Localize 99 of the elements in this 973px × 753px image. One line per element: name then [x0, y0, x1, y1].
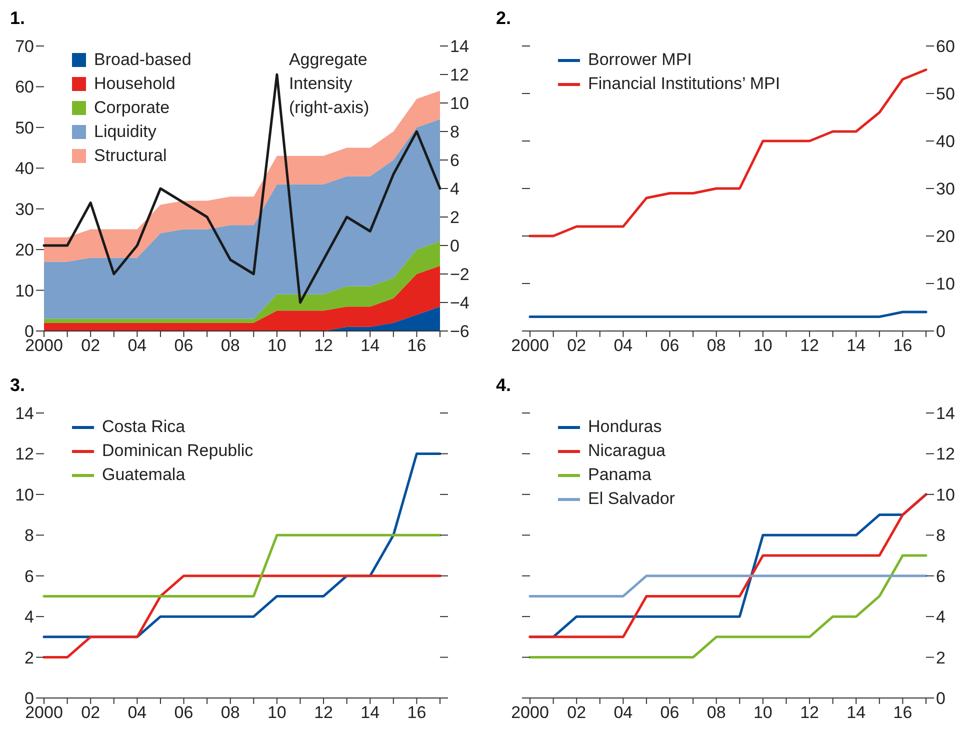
line-series [42, 574, 442, 659]
legend-label: Costa Rica [102, 416, 186, 438]
y2-tick-label: 10 [450, 94, 469, 114]
y2-tick-label: 6 [936, 566, 946, 586]
y2-tick-label: 30 [936, 180, 955, 199]
y2-tick-label: 8 [936, 526, 946, 546]
y-tick-label: 40 [15, 159, 34, 178]
legend-label: Liquidity [94, 121, 156, 143]
y-tick-label: 10 [15, 281, 34, 300]
y2-tick-label: 14 [936, 404, 955, 424]
x-tick-label: 06 [174, 703, 194, 722]
y-tick-label: 6 [24, 566, 34, 586]
y-tick-label: 8 [24, 526, 34, 546]
x-tick-label: 08 [706, 703, 726, 722]
x-tick-label: 06 [660, 703, 680, 722]
y-tick-label: 70 [15, 37, 34, 56]
legend-label: Nicaragua [588, 440, 666, 462]
x-tick-label: 14 [846, 703, 866, 722]
x-tick-label: 04 [614, 703, 633, 722]
y2-tick-label: 50 [936, 84, 955, 104]
y2-tick-label: 2 [936, 648, 946, 668]
chart-title: 4. [495, 375, 512, 397]
y-tick-label: 20 [15, 240, 34, 260]
legend-label: Financial Institutions’ MPI [588, 73, 780, 95]
x-tick-label: 08 [220, 703, 240, 722]
line-series [528, 554, 928, 659]
legend-label: Corporate [94, 97, 170, 119]
y2-tick-label: 0 [936, 689, 946, 708]
x-tick-label: 14 [360, 703, 380, 722]
x-tick-label: 12 [314, 336, 333, 356]
y2-tick-label: −6 [450, 322, 470, 342]
x-tick-label: 2000 [511, 336, 549, 356]
legend-label: Dominican Republic [102, 440, 254, 462]
legend-label: Borrower MPI [588, 49, 692, 71]
x-tick-label: 2000 [25, 703, 63, 722]
y2-tick-label: 4 [450, 180, 460, 199]
x-tick-label: 2000 [25, 336, 63, 356]
x-tick-label: 14 [846, 336, 866, 356]
y2-tick-label: 6 [450, 151, 460, 170]
x-tick-label: 08 [706, 336, 726, 356]
y2-tick-label: −2 [450, 265, 470, 284]
x-tick-label: 02 [81, 703, 100, 722]
x-tick-label: 04 [614, 336, 633, 356]
y2-tick-label: 0 [936, 322, 946, 342]
y2-tick-label: 2 [450, 208, 460, 228]
legend-label: Honduras [588, 416, 662, 438]
legend-label: Panama [588, 464, 652, 486]
x-tick-label: 10 [267, 336, 286, 356]
y-tick-label: 12 [15, 444, 34, 464]
y2-tick-label: 40 [936, 132, 955, 152]
x-tick-label: 16 [893, 336, 912, 356]
y2-tick-label: 8 [450, 122, 460, 142]
x-tick-label: 12 [800, 703, 819, 722]
x-tick-label: 16 [407, 703, 426, 722]
line-series [528, 68, 928, 238]
x-tick-label: 02 [567, 703, 586, 722]
x-tick-label: 02 [567, 336, 586, 356]
legend-label: Guatemala [102, 464, 186, 486]
x-tick-label: 08 [220, 336, 240, 356]
y-tick-label: 14 [15, 404, 34, 424]
x-tick-label: 10 [753, 703, 772, 722]
legend-label: Broad-based [94, 49, 192, 71]
x-tick-label: 06 [174, 336, 194, 356]
x-tick-label: 12 [314, 703, 333, 722]
y-tick-label: 60 [15, 78, 34, 97]
x-tick-label: 02 [81, 336, 100, 356]
y2-tick-label: 0 [450, 236, 460, 256]
line-series [42, 73, 442, 304]
chart-title: 2. [495, 8, 512, 30]
chart-title: 3. [9, 375, 26, 397]
chart-title: 1. [9, 8, 26, 30]
y2-tick-label: −4 [450, 294, 470, 313]
y2-tick-label: 12 [936, 444, 955, 464]
x-tick-label: 06 [660, 336, 680, 356]
series-label: Aggregate Intensity (right-axis) [288, 49, 370, 119]
x-tick-label: 04 [128, 336, 147, 356]
y2-tick-label: 20 [936, 227, 955, 246]
x-tick-label: 16 [893, 703, 912, 722]
x-tick-label: 10 [267, 703, 286, 722]
x-tick-label: 2000 [511, 703, 549, 722]
x-tick-label: 16 [407, 336, 426, 356]
y-tick-label: 50 [15, 118, 34, 138]
y-tick-label: 4 [24, 608, 34, 627]
y2-tick-label: 4 [936, 608, 946, 627]
legend-label: El Salvador [588, 488, 675, 510]
y2-tick-label: 60 [936, 37, 955, 56]
y2-tick-label: 10 [936, 485, 955, 504]
y2-tick-label: 14 [450, 37, 469, 56]
x-tick-label: 12 [800, 336, 819, 356]
y2-tick-label: 12 [450, 66, 469, 85]
y-tick-label: 2 [24, 648, 34, 668]
x-tick-label: 04 [128, 703, 147, 722]
legend-label: Household [94, 73, 176, 95]
x-tick-label: 14 [360, 336, 380, 356]
y2-tick-label: 10 [936, 274, 955, 294]
legend-label: Structural [94, 145, 167, 167]
y-tick-label: 30 [15, 200, 34, 219]
x-tick-label: 10 [753, 336, 772, 356]
y-tick-label: 10 [15, 485, 34, 504]
